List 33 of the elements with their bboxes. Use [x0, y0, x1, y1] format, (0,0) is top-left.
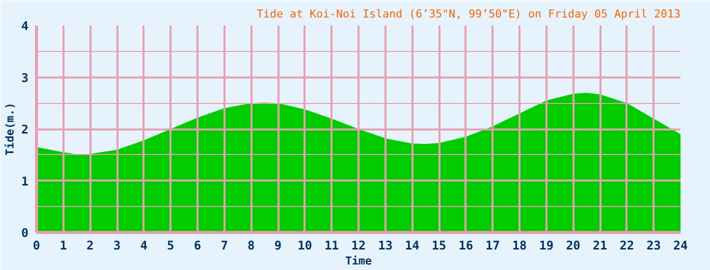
y-tick-label: 2 [21, 122, 29, 136]
y-tick-label: 1 [21, 174, 29, 188]
x-tick-label: 9 [274, 238, 282, 252]
x-tick-label: 4 [140, 238, 148, 252]
x-tick-label: 10 [298, 238, 312, 252]
x-tick-label: 5 [167, 238, 174, 252]
x-tick-label: 22 [620, 238, 634, 252]
x-tick-label: 23 [646, 238, 661, 252]
x-tick-label: 16 [458, 238, 474, 252]
x-tick-label: 2 [86, 238, 94, 252]
x-tick-label: 12 [351, 238, 366, 252]
x-tick-label: 11 [324, 238, 339, 252]
x-tick-label: 17 [485, 238, 500, 252]
chart-title: Tide at Koi-Noi Island (6’35"N, 99’50"E) on Friday 05 April 2013 [256, 8, 680, 20]
y-axis-title: Tide(m.) [3, 102, 16, 156]
y-tick-label: 3 [21, 70, 29, 85]
x-tick-label: 6 [194, 238, 202, 252]
x-tick-label: 20 [566, 238, 580, 252]
x-tick-label: 8 [248, 238, 255, 252]
x-tick-label: 0 [32, 238, 40, 252]
x-tick-label: 14 [404, 238, 420, 252]
x-tick-label: 15 [432, 238, 446, 252]
x-axis-title: Time [345, 254, 372, 268]
x-tick-label: 18 [512, 238, 527, 252]
x-tick-label: 24 [673, 238, 688, 252]
x-tick-label: 7 [220, 238, 228, 252]
x-tick-label: 21 [592, 238, 608, 252]
y-tick-label: 4 [21, 19, 29, 33]
x-tick-label: 3 [113, 238, 121, 252]
y-tick-label: 0 [21, 226, 29, 240]
x-tick-label: 19 [539, 238, 554, 252]
x-tick-label: 13 [378, 238, 393, 252]
x-tick-label: 1 [60, 238, 67, 252]
